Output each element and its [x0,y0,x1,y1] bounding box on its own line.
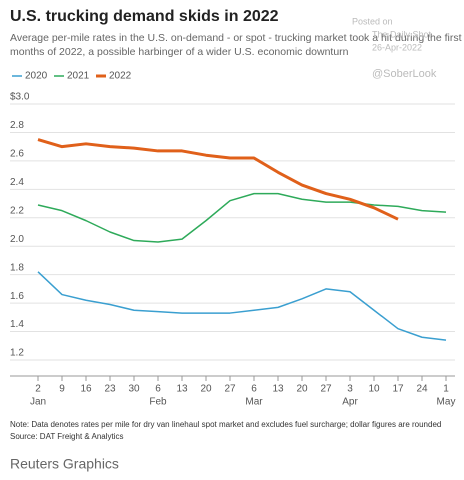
x-tick-label: 1 [443,384,449,395]
watermark: The Daily Shot [372,29,432,39]
month-label: Mar [245,397,263,408]
source: Source: DAT Freight & Analytics [10,432,124,441]
x-tick-label: 6 [251,384,257,395]
month-label: Apr [342,397,358,408]
series-line [37,138,399,221]
y-tick-label: 1.8 [10,262,24,273]
x-tick-label: 27 [224,384,236,395]
legend-label: 2020 [25,71,48,82]
x-tick-label: 24 [416,384,428,395]
x-tick-label: 16 [80,384,92,395]
x-tick-label: 6 [155,384,161,395]
legend-label: 2021 [67,71,90,82]
watermark: Posted on [352,16,393,26]
y-tick-label: 1.2 [10,348,24,359]
x-tick-label: 30 [128,384,140,395]
month-label: Jan [30,397,46,408]
y-tick-label: 2.0 [10,234,24,245]
month-label: Feb [149,397,167,408]
month-label: May [437,397,456,408]
x-tick-label: 20 [296,384,308,395]
y-tick-label: 2.6 [10,149,24,160]
y-tick-label: 1.6 [10,291,24,302]
x-tick-label: 27 [320,384,332,395]
x-tick-label: 13 [272,384,284,395]
x-tick-label: 13 [176,384,188,395]
y-tick-label: $3.0 [10,92,30,103]
watermark: 26-Apr-2022 [372,42,422,52]
x-tick-label: 3 [347,384,353,395]
y-tick-label: 2.4 [10,177,24,188]
x-tick-label: 10 [368,384,380,395]
x-tick-label: 23 [104,384,116,395]
y-tick-label: 2.8 [10,120,24,131]
subtitle: Average per-mile rates in the U.S. on-de… [10,32,464,44]
series-line [37,271,447,341]
legend-label: 2022 [109,71,132,82]
subtitle: months of 2022, a possible harbinger of … [10,46,349,58]
note: Note: Data denotes rates per mile for dr… [10,420,441,429]
credit: Reuters Graphics [10,456,119,472]
x-tick-label: 17 [392,384,404,395]
chart-title: U.S. trucking demand skids in 2022 [10,8,279,25]
x-tick-label: 2 [35,384,41,395]
x-tick-label: 20 [200,384,212,395]
watermark: @SoberLook [372,68,437,80]
x-tick-label: 9 [59,384,65,395]
y-tick-label: 2.2 [10,205,24,216]
series-line [37,192,447,243]
y-tick-label: 1.4 [10,319,24,330]
